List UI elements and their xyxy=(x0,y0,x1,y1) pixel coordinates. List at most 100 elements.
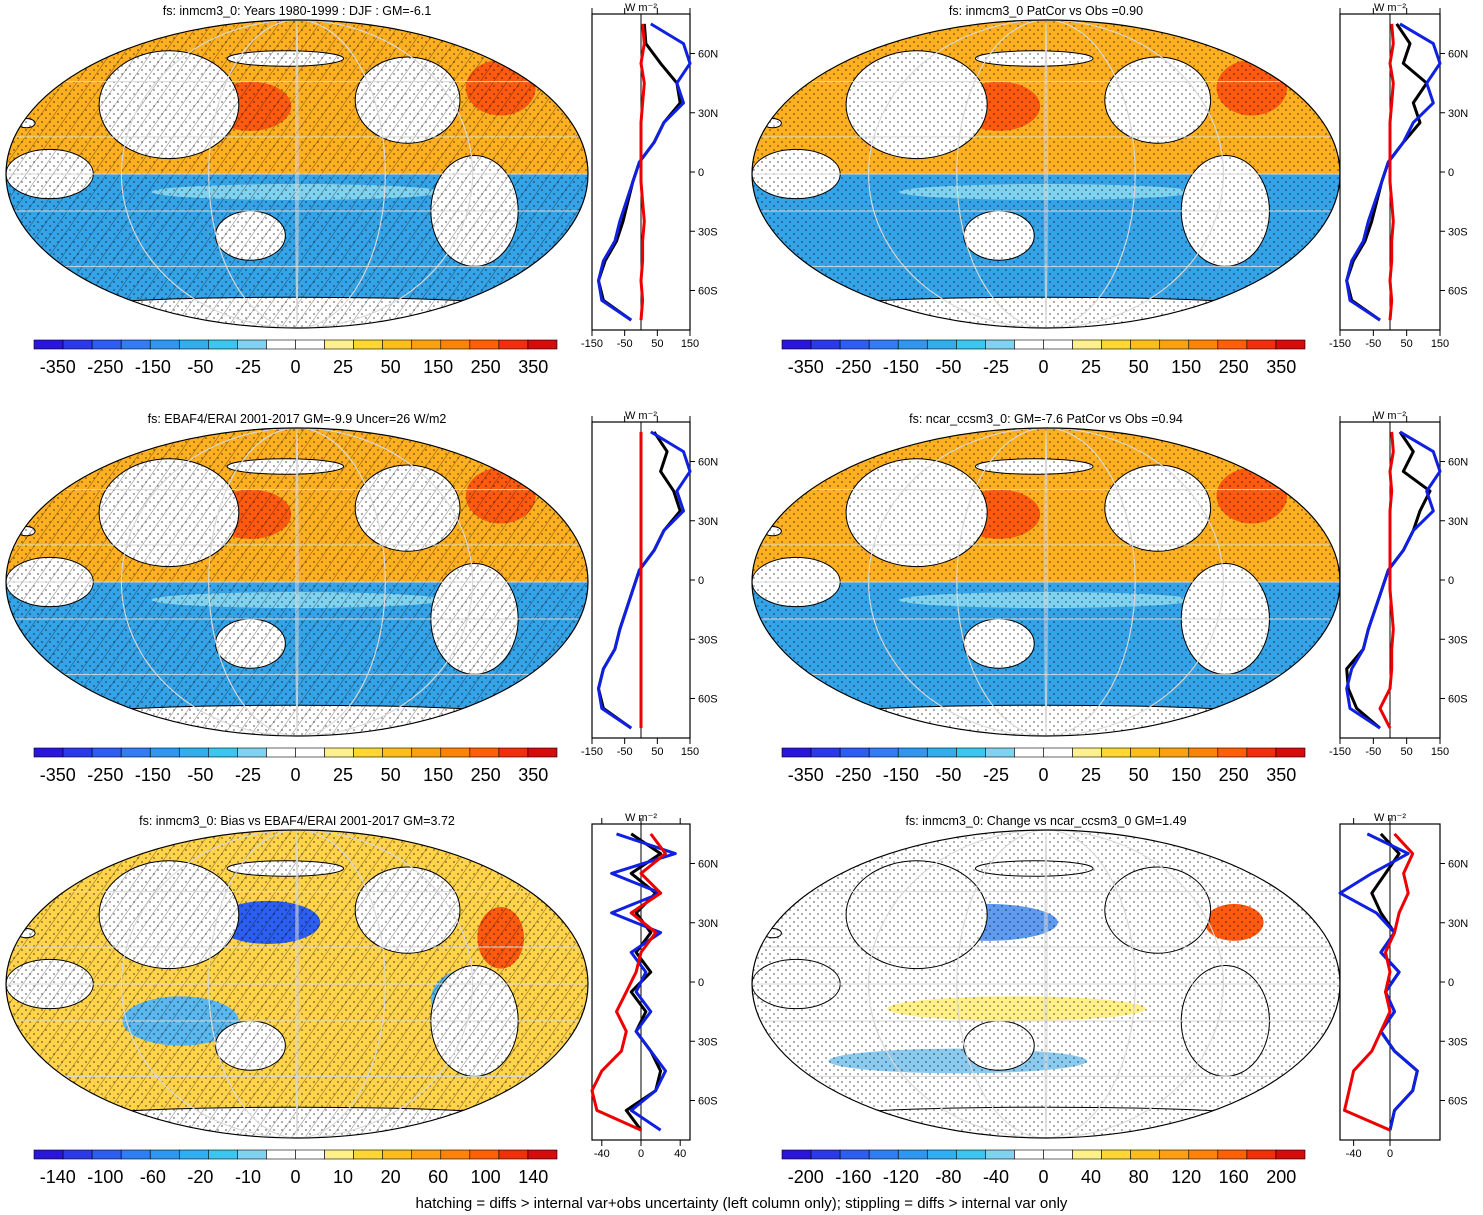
colorbar-label: -25 xyxy=(983,765,1009,785)
colorbar-swatch xyxy=(1043,339,1073,350)
colorbar-label: 350 xyxy=(518,765,548,785)
y-tick-label: 60N xyxy=(698,49,718,61)
colorbar-label: 160 xyxy=(1219,1167,1249,1187)
map-field xyxy=(752,428,1340,736)
profile-units: W m⁻² xyxy=(1374,410,1406,422)
colorbar-label: 10 xyxy=(333,1167,353,1187)
colorbar-swatch xyxy=(985,339,1015,350)
y-tick-label: 30S xyxy=(698,1036,718,1048)
y-tick-label: 30S xyxy=(1448,1036,1468,1048)
colorbar-swatch xyxy=(62,747,93,758)
colorbar-label: -25 xyxy=(235,357,261,377)
colorbar-label: -50 xyxy=(187,357,213,377)
y-tick-label: 0 xyxy=(1448,575,1454,587)
x-tick-label: 0 xyxy=(638,1148,644,1160)
colorbar-swatch xyxy=(781,747,812,758)
colorbar-label: -160 xyxy=(835,1167,871,1187)
panel: fs: inmcm3_0: Change vs ncar_ccsm3_0 GM=… xyxy=(751,812,1468,1187)
meridian-gridline xyxy=(1044,20,1048,328)
colorbar-swatch xyxy=(120,1149,151,1160)
colorbar-label: -350 xyxy=(788,765,824,785)
colorbar-swatch xyxy=(1043,747,1073,758)
y-tick-label: 30N xyxy=(698,918,718,930)
colorbar-swatch xyxy=(839,1149,870,1160)
colorbar-swatch xyxy=(956,339,986,350)
colorbar-swatch xyxy=(353,747,383,758)
y-tick-label: 60S xyxy=(1448,1096,1468,1108)
colorbar-swatch xyxy=(1072,1149,1102,1160)
colorbar-label: -25 xyxy=(235,765,261,785)
colorbar-swatch xyxy=(440,1149,471,1160)
colorbar-swatch xyxy=(208,339,238,350)
colorbar-swatch xyxy=(956,747,986,758)
colorbar-label: -60 xyxy=(140,1167,166,1187)
colorbar-swatch xyxy=(1275,339,1306,350)
x-tick-label: 150 xyxy=(1431,746,1449,758)
meridian-gridline xyxy=(868,20,1224,328)
colorbar-swatch xyxy=(897,1149,928,1160)
colorbar-label: 20 xyxy=(381,1167,401,1187)
colorbar-label: 350 xyxy=(1266,357,1296,377)
colorbar-label: 150 xyxy=(423,765,453,785)
colorbar-label: -140 xyxy=(40,1167,76,1187)
colorbar-swatch xyxy=(926,747,957,758)
colorbar-swatch xyxy=(353,1149,383,1160)
colorbar-label: -50 xyxy=(935,357,961,377)
meridian-gridline xyxy=(956,830,1136,1138)
x-tick-label: 50 xyxy=(1401,338,1413,350)
colorbar-swatch xyxy=(527,747,558,758)
obs-line xyxy=(1345,22,1442,322)
map-field xyxy=(752,20,1340,328)
colorbar-label: -100 xyxy=(87,1167,123,1187)
x-tick-label: -40 xyxy=(1346,1148,1362,1160)
panel-title: fs: inmcm3_0: Years 1980-1999 : DJF : GM… xyxy=(163,4,432,18)
meridian-gridline xyxy=(120,428,474,736)
x-tick-label: -150 xyxy=(1329,338,1351,350)
colorbar-swatch xyxy=(1043,1149,1073,1160)
colorbar-swatch xyxy=(178,1149,209,1160)
figure-footnote: hatching = diffs > internal var+obs unce… xyxy=(415,1195,1068,1212)
colorbar-swatch xyxy=(1217,339,1248,350)
colorbar-swatch xyxy=(498,1149,529,1160)
y-tick-label: 60N xyxy=(1448,859,1468,871)
colorbar-label: -20 xyxy=(187,1167,213,1187)
panel-title: fs: inmcm3_0: Bias vs EBAF4/ERAI 2001-20… xyxy=(139,814,455,828)
colorbar-label: 150 xyxy=(423,357,453,377)
colorbar-label: 250 xyxy=(1219,357,1249,377)
colorbar-label: -250 xyxy=(87,765,123,785)
x-tick-label: -150 xyxy=(581,746,603,758)
colorbar-label: 25 xyxy=(1081,765,1101,785)
x-tick-label: 50 xyxy=(1401,746,1413,758)
colorbar-swatch xyxy=(1101,339,1131,350)
x-tick-label: 150 xyxy=(1431,338,1449,350)
x-tick-label: -150 xyxy=(1329,746,1351,758)
meridian-gridline xyxy=(208,428,386,736)
colorbar-label: -150 xyxy=(883,765,919,785)
y-tick-label: 0 xyxy=(698,977,704,989)
meridian-gridline xyxy=(956,20,1136,328)
colorbar-label: 0 xyxy=(290,765,300,785)
meridian-gridline xyxy=(1044,428,1048,736)
meridian-gridline xyxy=(295,428,299,736)
colorbar-label: -350 xyxy=(788,357,824,377)
meridian-gridline xyxy=(295,20,299,328)
colorbar-swatch xyxy=(868,747,899,758)
colorbar-swatch xyxy=(1159,1149,1190,1160)
panel-title: fs: inmcm3_0 PatCor vs Obs =0.90 xyxy=(949,4,1143,18)
colorbar-label: 0 xyxy=(1038,765,1048,785)
meridian-gridline xyxy=(868,428,1224,736)
profile-units: W m⁻² xyxy=(625,2,657,14)
map-field xyxy=(752,830,1340,1138)
colorbar-swatch xyxy=(926,1149,957,1160)
y-tick-label: 0 xyxy=(1448,167,1454,179)
colorbar-label: 250 xyxy=(1219,765,1249,785)
colorbar-swatch xyxy=(266,339,296,350)
colorbar-label: -25 xyxy=(983,357,1009,377)
y-tick-label: 60S xyxy=(698,1096,718,1108)
colorbar-label: -10 xyxy=(235,1167,261,1187)
x-tick-label: -50 xyxy=(1365,338,1381,350)
colorbar-swatch xyxy=(62,339,93,350)
colorbar-swatch xyxy=(469,747,500,758)
colorbar-label: -150 xyxy=(883,357,919,377)
